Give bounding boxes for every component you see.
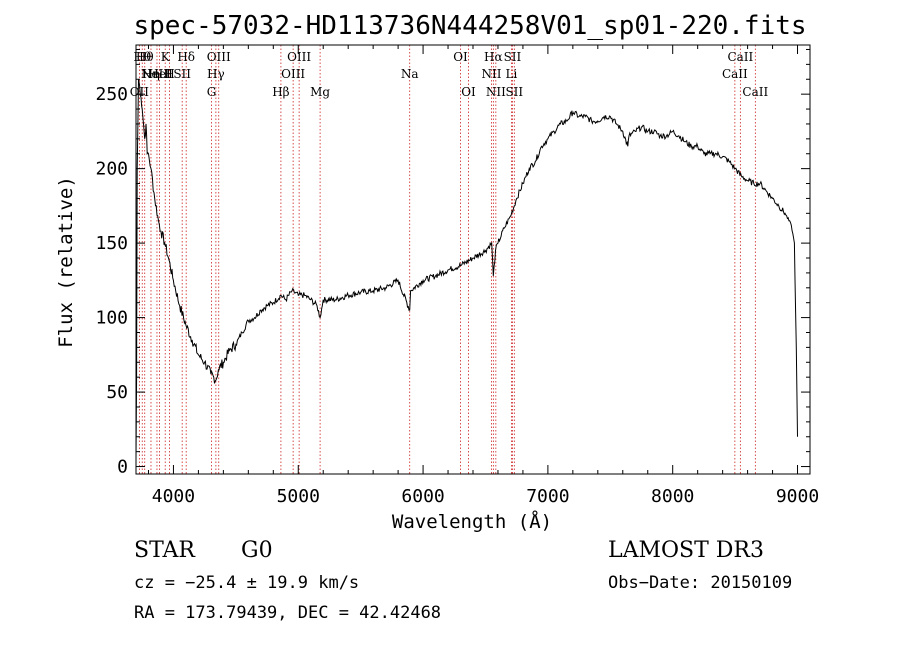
spectral-line-label-0: OII	[130, 85, 150, 99]
spectral-line-label-17: Na	[401, 67, 419, 81]
spectral-line-label-16: Mg	[310, 85, 330, 99]
x-tick-label-8000: 8000	[651, 486, 694, 507]
spectral-line-label-15: OIII	[287, 50, 311, 64]
spectral-line-label-20: NII	[481, 67, 501, 81]
spectral-line-label-24: SII	[504, 50, 522, 64]
spectral-line-label-21: Hα	[484, 50, 503, 64]
y-tick-label-200: 200	[95, 159, 128, 180]
spectral-line-label-27: CaII	[727, 50, 753, 64]
y-tick-label-250: 250	[95, 84, 128, 105]
spectral-line-markers	[138, 45, 756, 474]
spectral-line-label-25: SII	[505, 85, 523, 99]
y-tick-label-100: 100	[95, 308, 128, 329]
chart-title: spec-57032-HD113736N444258V01_sp01-220.f…	[133, 11, 806, 41]
redshift-velocity: cz = −25.4 ± 19.9 km/s	[134, 573, 360, 593]
spectral-line-label-23: Li	[506, 67, 518, 81]
x-tick-label-7000: 7000	[526, 486, 569, 507]
spectrum-chart: spec-57032-HD113736N444258V01_sp01-220.f…	[55, 11, 819, 533]
spectral-line-label-4: NeIII	[141, 67, 173, 81]
x-axis-ticks: 4000 5000 6000 7000 8000 9000	[147, 45, 819, 507]
spectral-line-label-1: Hθ	[133, 50, 151, 64]
spectral-line-labels: OIIHθHθHηNeIIIHeIKHSIIHδGHγOIIIHβOIIIOII…	[130, 50, 769, 99]
x-tick-label-6000: 6000	[401, 486, 444, 507]
spectral-line-label-7: H	[164, 67, 174, 81]
spectral-line-label-26: CaII	[722, 67, 748, 81]
x-tick-label-4000: 4000	[152, 486, 195, 507]
y-axis-label: Flux (relative)	[55, 176, 77, 348]
y-axis-ticks: 0 50 100 150 200 250	[95, 48, 810, 478]
spectral-line-label-12: OIII	[207, 50, 231, 64]
spectral-subclass: G0	[241, 538, 273, 563]
x-tick-label-5000: 5000	[277, 486, 320, 507]
flux-series-line	[135, 79, 798, 460]
observation-date: Obs−Date: 20150109	[608, 573, 793, 593]
spectral-line-label-8: SII	[173, 67, 191, 81]
spectral-line-label-9: Hδ	[177, 50, 195, 64]
spectral-line-label-10: G	[207, 85, 217, 99]
object-type: STAR	[134, 538, 195, 563]
spectral-line-label-6: K	[161, 50, 171, 64]
y-tick-label-0: 0	[117, 457, 128, 478]
plot-frame	[135, 44, 811, 475]
spectral-line-label-18: OI	[453, 50, 468, 64]
spectral-line-label-28: CaII	[742, 85, 768, 99]
y-tick-label-50: 50	[106, 382, 128, 403]
sky-coordinates: RA = 173.79439, DEC = 42.42468	[134, 603, 442, 623]
spectral-line-label-5: HeI	[148, 67, 171, 81]
x-axis-label: Wavelength (Å)	[392, 510, 552, 533]
spectral-line-label-3: Hη	[142, 67, 160, 81]
spectral-line-label-14: OIII	[281, 67, 305, 81]
spectral-line-label-11: Hγ	[207, 67, 225, 81]
spectral-line-label-2: Hθ	[136, 50, 154, 64]
survey-name: LAMOST DR3	[608, 538, 764, 563]
spectral-line-label-13: Hβ	[272, 85, 289, 99]
y-tick-label-150: 150	[95, 233, 128, 254]
spectral-line-label-19: OI	[461, 85, 476, 99]
x-tick-label-9000: 9000	[776, 486, 819, 507]
spectral-line-label-22: NII	[486, 85, 506, 99]
